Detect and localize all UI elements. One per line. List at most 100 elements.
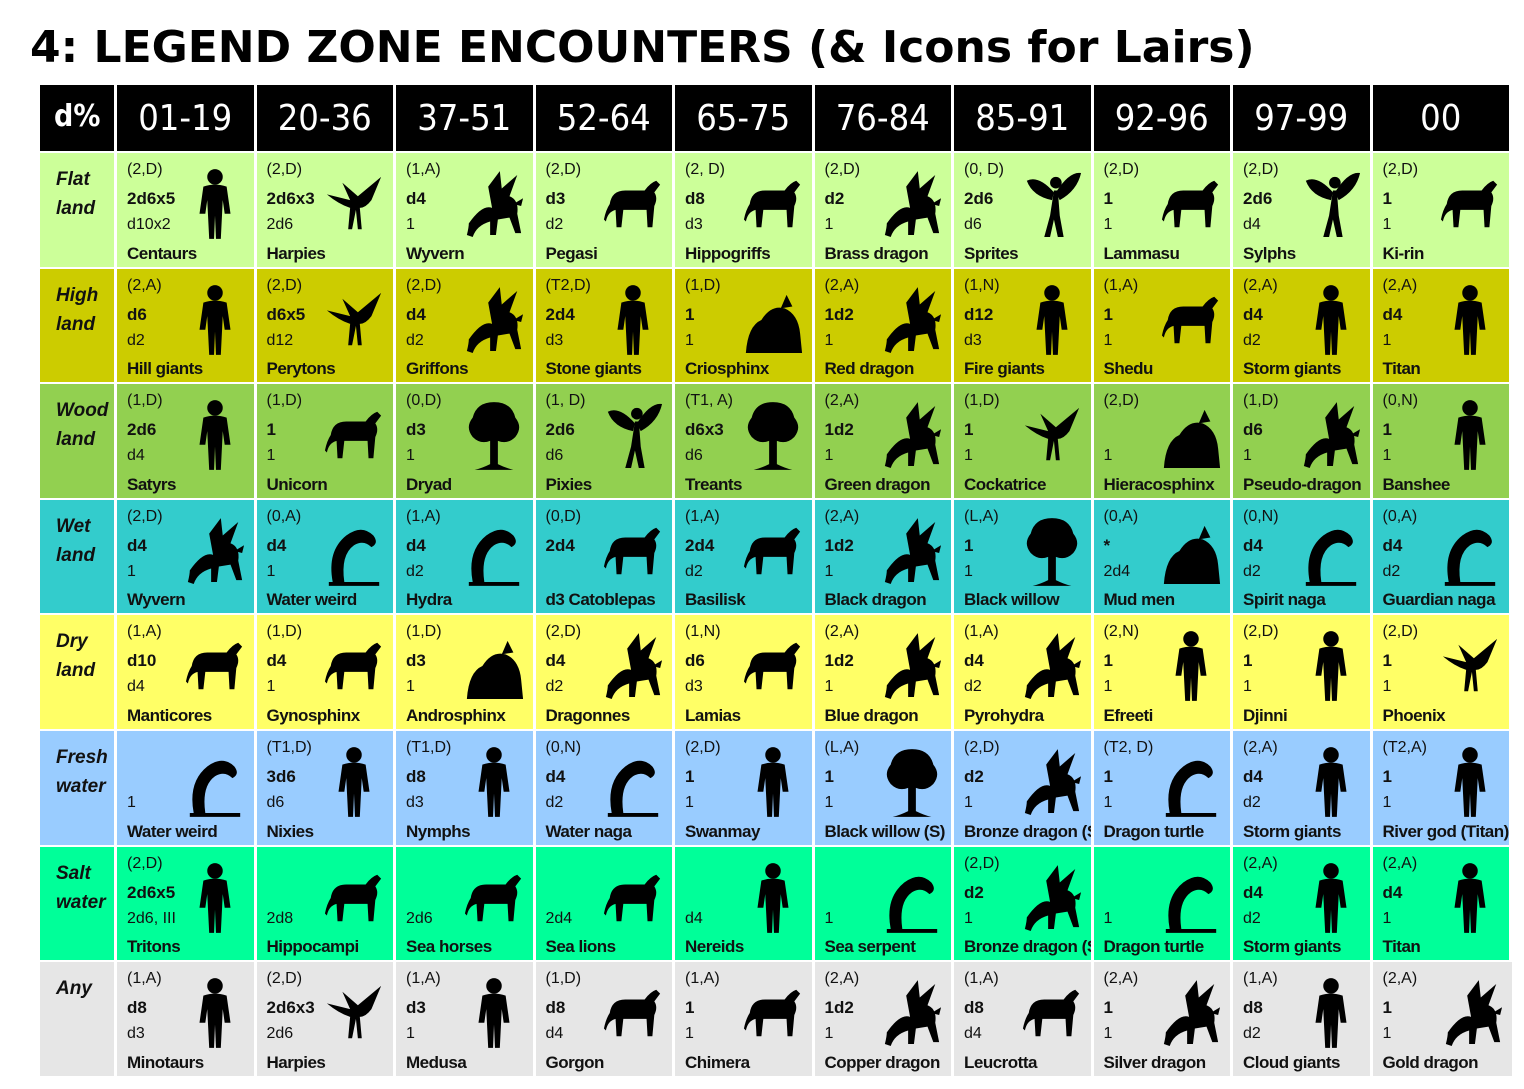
androsphinx-icon xyxy=(463,627,525,705)
cell-appearing: d2 xyxy=(127,331,145,349)
cell-number: 1 xyxy=(964,535,974,555)
encounter-cell: (2,A) 1d2 1 Red dragon xyxy=(814,266,954,383)
titan-icon xyxy=(1439,859,1501,937)
cell-monster-name: Perytons xyxy=(266,359,336,379)
cell-frequency: (0,A) xyxy=(1382,507,1418,525)
cell-monster-name: Fire giants xyxy=(964,359,1045,379)
cell-monster-name: Black dragon xyxy=(824,590,927,610)
green-dragon-icon xyxy=(881,396,943,474)
encounter-cell: (2,A) d4 1 Titan xyxy=(1372,844,1512,961)
cell-appearing: 1 xyxy=(824,1025,834,1043)
sea-lion-icon xyxy=(602,859,664,937)
cell-number: 1d2 xyxy=(824,651,854,671)
cell-frequency: (2,A) xyxy=(824,276,860,294)
cell-appearing: d4 xyxy=(964,1025,982,1043)
cell-appearing: d6 xyxy=(266,793,285,811)
cell-frequency: (T1,D) xyxy=(266,738,312,756)
cell-frequency: (1,A) xyxy=(406,970,441,988)
black-willow-icon xyxy=(881,743,943,821)
cell-appearing: 1 xyxy=(1103,216,1113,233)
cell-monster-name: Djinni xyxy=(1243,705,1288,725)
cell-number: d3 xyxy=(406,420,426,440)
encounter-cell: (T2,A) 1 1 River god (Titan) xyxy=(1372,728,1512,845)
cell-monster-name: Copper dragon xyxy=(824,1052,941,1072)
header-range: 85-91 xyxy=(954,85,1094,151)
cell-appearing: 1 xyxy=(1382,793,1392,811)
header-range: 00 xyxy=(1372,85,1512,151)
banshee-icon xyxy=(1439,396,1501,474)
cell-frequency: (2,A) xyxy=(127,276,162,294)
cell-monster-name: Water naga xyxy=(545,821,633,841)
basilisk-icon xyxy=(742,512,804,590)
cell-number: 1 xyxy=(1103,766,1113,786)
cell-appearing: 1 xyxy=(1382,1025,1392,1043)
cell-monster-name: Nereids xyxy=(685,937,744,957)
encounter-cell: (0,N) d4 d2 Water naga xyxy=(535,728,675,845)
cell-number: d4 xyxy=(266,535,287,555)
cell-number: 2d4 xyxy=(545,304,575,324)
peryton-icon xyxy=(323,281,385,359)
cell-number: d3 xyxy=(545,189,566,208)
cell-monster-name: Phoenix xyxy=(1382,705,1446,725)
encounter-cell: (0,A) * 2d4 Mud men xyxy=(1093,497,1233,614)
ki-rin-icon xyxy=(1439,165,1501,243)
encounter-cell: (2,A) 1d2 1 Black dragon xyxy=(814,497,954,614)
cell-monster-name: Nixies xyxy=(266,821,315,841)
cell-appearing: 1 xyxy=(266,562,276,580)
cell-appearing: 1 xyxy=(964,793,973,811)
cell-appearing: 1 xyxy=(1382,447,1392,465)
cell-frequency: (2,A) xyxy=(824,392,860,410)
row-label-line: Flat xyxy=(56,169,90,190)
cell-frequency: (2,A) xyxy=(1382,276,1418,294)
cell-monster-name: Cockatrice xyxy=(964,474,1046,494)
encounter-cell: (1,A) 1 1 Shedu xyxy=(1093,266,1233,383)
catoblepas-icon xyxy=(602,512,664,590)
encounter-cell: (2, D) d8 d3 Hippogriffs xyxy=(675,151,815,267)
cell-frequency: (1,D) xyxy=(127,392,163,410)
row-label: Dry land xyxy=(40,613,117,729)
cell-frequency: (2,D) xyxy=(964,738,1000,756)
cell-frequency: (0,A) xyxy=(266,507,302,525)
encounter-cell: (T1, A) d6x3 d6 Treants xyxy=(675,382,815,498)
cell-appearing: 1 xyxy=(964,447,973,465)
encounter-cell: 2d8 Hippocampi xyxy=(256,844,396,961)
wyvern-icon xyxy=(184,512,246,590)
hydra-icon xyxy=(463,512,525,590)
cell-number: 1 xyxy=(1382,998,1392,1018)
cell-appearing: d12 xyxy=(266,331,294,349)
encounter-cell: (L,A) 1 1 Black willow xyxy=(954,497,1094,614)
cell-frequency: (1,A) xyxy=(406,161,441,178)
row-label: Wood land xyxy=(40,382,117,498)
encounter-cell: (1,A) d4 d2 Pyrohydra xyxy=(954,613,1094,729)
cell-frequency: (1,A) xyxy=(964,970,999,988)
encounter-cell: (1,A) d4 d2 Hydra xyxy=(396,497,536,614)
encounter-cell: (0,N) d4 d2 Spirit naga xyxy=(1233,497,1373,614)
encounter-cell: (1, D) 2d6 d6 Pixies xyxy=(535,382,675,498)
cell-frequency: (1, D) xyxy=(545,392,586,410)
cell-number: d6x5 xyxy=(266,304,306,324)
encounter-cell: (1,A) d3 1 Medusa xyxy=(396,960,536,1076)
nereid-icon xyxy=(742,859,804,937)
cell-appearing: 1 xyxy=(406,678,415,696)
cell-frequency: (2,D) xyxy=(127,161,163,178)
cell-frequency: (1,A) xyxy=(127,970,162,988)
cell-appearing: d2 xyxy=(1243,562,1261,580)
cell-number: 1 xyxy=(1243,651,1253,671)
cell-monster-name: Storm giants xyxy=(1243,821,1341,841)
cell-appearing: 1 xyxy=(1382,331,1392,349)
swanmay-icon xyxy=(742,743,804,821)
cell-monster-name: Hill giants xyxy=(127,359,203,379)
cell-monster-name: Harpies xyxy=(266,1052,326,1072)
cell-appearing: d3 xyxy=(964,331,982,349)
cell-appearing: 1 xyxy=(127,793,136,811)
cell-appearing: 2d4 xyxy=(545,909,573,927)
cell-monster-name: Leucrotta xyxy=(964,1052,1037,1072)
cell-number: d8 xyxy=(406,766,426,786)
row-label: Any xyxy=(40,960,117,1076)
cell-appearing: d2 xyxy=(406,331,424,349)
encounter-cell: (2,D) d4 d2 Dragonnes xyxy=(535,613,675,729)
bronze-dragon-icon xyxy=(1021,859,1083,937)
cell-number: d3 xyxy=(406,651,426,671)
dragon-turtle-icon xyxy=(1160,859,1222,937)
cell-number: d8 xyxy=(545,998,566,1018)
